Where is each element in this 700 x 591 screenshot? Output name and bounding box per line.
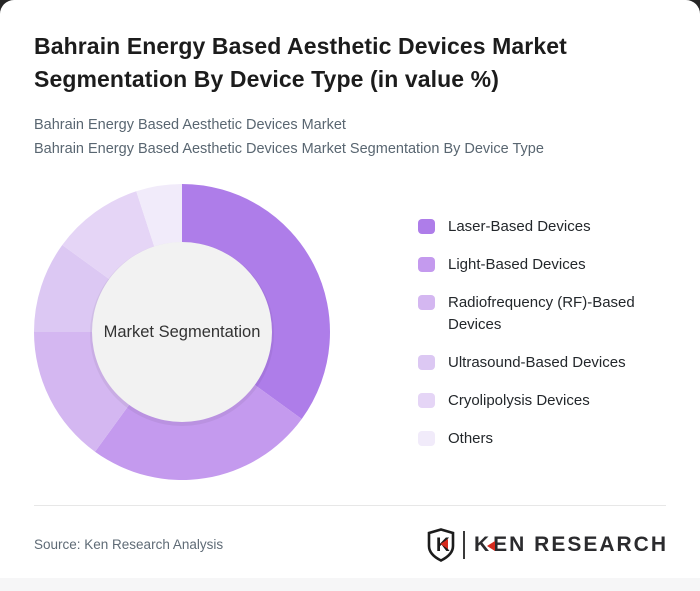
donut-segment-0[interactable] [182, 184, 330, 419]
bottom-strip [0, 578, 700, 591]
donut-segment-1[interactable] [95, 384, 302, 480]
donut-segment-2[interactable] [34, 332, 130, 452]
legend-item-cryolipolysis[interactable]: Cryolipolysis Devices [418, 390, 674, 412]
legend-label: Radiofrequency (RF)-Based Devices [448, 294, 635, 333]
legend-item-laser[interactable]: Laser-Based Devices [418, 216, 674, 238]
legend-label: Light-Based Devices [448, 256, 586, 273]
brand-red-triangle-icon [487, 541, 496, 551]
donut-segment-3[interactable] [34, 245, 111, 332]
legend-label: Cryolipolysis Devices [448, 392, 590, 409]
donut-chart-svg [34, 184, 330, 480]
legend-item-radiofrequency[interactable]: Radiofrequency (RF)-Based Devices [418, 292, 674, 336]
legend-label: Laser-Based Devices [448, 218, 591, 235]
legend-swatch-ultrasound [418, 355, 435, 370]
legend-swatch-light [418, 257, 435, 272]
chart-legend: Laser-Based Devices Light-Based Devices … [418, 216, 674, 466]
brand-k: K [473, 533, 492, 556]
legend-swatch-radiofrequency [418, 295, 435, 310]
legend-swatch-cryolipolysis [418, 393, 435, 408]
legend-item-light[interactable]: Light-Based Devices [418, 254, 674, 276]
ken-research-logo: K KEN RESEARCH [427, 527, 668, 563]
subtitle-segmentation: Bahrain Energy Based Aesthetic Devices M… [34, 141, 544, 157]
legend-item-ultrasound[interactable]: Ultrasound-Based Devices [418, 352, 674, 374]
subtitle-market: Bahrain Energy Based Aesthetic Devices M… [34, 117, 346, 133]
legend-item-others[interactable]: Others [418, 428, 674, 450]
legend-swatch-laser [418, 219, 435, 234]
brand-wordmark: K EN RESEARCH [474, 533, 668, 557]
page-title: Bahrain Energy Based Aesthetic Devices M… [34, 33, 567, 92]
footer-divider [34, 505, 666, 506]
legend-label: Others [448, 430, 494, 447]
shield-icon: K [427, 528, 455, 562]
inner-circle [92, 242, 272, 422]
logo-divider [462, 531, 465, 559]
source-attribution: Source: Ken Research Analysis [34, 537, 224, 552]
donut-segment-5[interactable] [136, 184, 182, 248]
legend-label: Ultrasound-Based Devices [448, 354, 626, 371]
donut-chart: Market Segmentation [34, 184, 330, 480]
legend-swatch-others [418, 431, 435, 446]
brand-rest: EN RESEARCH [493, 533, 668, 556]
